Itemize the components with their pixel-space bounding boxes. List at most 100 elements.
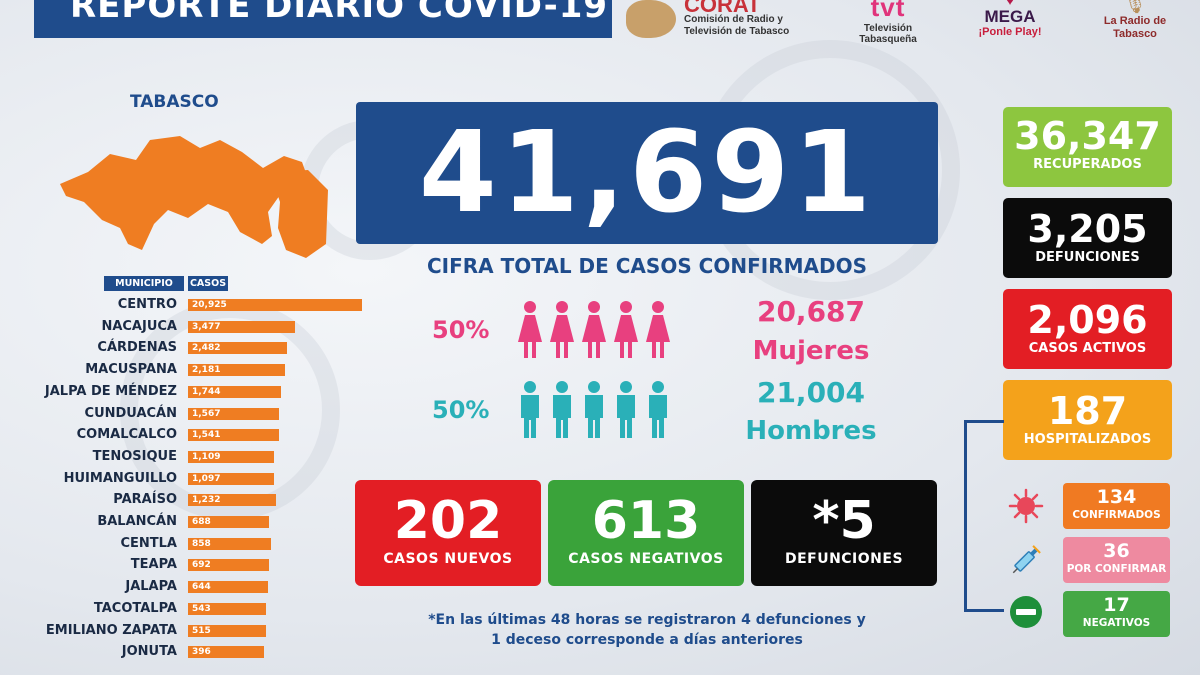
total-deaths-label: DEFUNCIONES: [1035, 250, 1140, 265]
municipality-cases-label: 1,541: [192, 430, 221, 441]
virus-icon: [1008, 488, 1044, 524]
municipality-bar: [188, 450, 275, 463]
municipality-name: COMALCALCO: [76, 427, 177, 443]
state-title: TABASCO: [130, 92, 219, 112]
microphone-icon: 🎙: [1123, 0, 1147, 14]
total-cases-value: 41,691: [356, 102, 938, 244]
hospitalized-box: 187 HOSPITALIZADOS: [1003, 380, 1172, 460]
women-icons: [518, 301, 670, 358]
municipality-name: TEAPA: [130, 557, 177, 573]
municipality-bar: [188, 581, 268, 594]
municipality-bar: [188, 624, 266, 637]
corat-emblem-icon: [626, 0, 676, 38]
municipality-bar: [188, 602, 267, 615]
municipality-cases-label: 396: [192, 647, 211, 658]
man-icon: [553, 381, 571, 438]
municipality-cases-label: 858: [192, 538, 211, 549]
men-icons: [521, 381, 667, 438]
active-cases-box: 2,096 CASOS ACTIVOS: [1003, 289, 1172, 369]
footnote-line-1: *En las últimas 48 horas se registraron …: [428, 612, 866, 628]
radio-logo: 🎙 La Radio de Tabasco: [1090, 0, 1180, 41]
hospital-confirmed-value: 134: [1096, 486, 1137, 508]
women-percent: 50%: [432, 316, 490, 344]
new-cases-value: 202: [393, 491, 503, 551]
daily-deaths-tile: *5 DEFUNCIONES: [751, 480, 937, 586]
hospital-confirmed-box: 134 CONFIRMADOS: [1063, 483, 1170, 529]
municipality-name: NACAJUCA: [101, 318, 177, 334]
total-deaths-box: 3,205 DEFUNCIONES: [1003, 198, 1172, 278]
recovered-label: RECUPERADOS: [1033, 157, 1142, 172]
women-label: Mujeres: [752, 336, 870, 366]
municipality-cases-label: 692: [192, 560, 211, 571]
municipality-cases-label: 1,232: [192, 495, 221, 506]
municipality-bar: [188, 407, 280, 420]
municipality-name: JALAPA: [125, 579, 177, 595]
municipality-name: JONUTA: [121, 644, 177, 660]
municipality-bar: [188, 494, 276, 507]
municipality-bar: [188, 646, 264, 659]
report-title: REPORTE DIARIO COVID-19: [34, 0, 612, 38]
municipality-name: TENOSIQUE: [92, 448, 177, 464]
municipality-bar: [188, 516, 269, 528]
man-icon: [521, 381, 539, 438]
men-label: Hombres: [745, 416, 877, 446]
cases-column-header: CASOS: [188, 276, 228, 291]
municipality-name: PARAÍSO: [113, 492, 177, 508]
municipality-name: HUIMANGUILLO: [63, 470, 177, 486]
municipality-name: CUNDUACÁN: [84, 405, 177, 421]
municipality-cases-label: 1,567: [192, 408, 221, 419]
municipality-bar: [188, 299, 362, 311]
minus-circle-icon: [1010, 596, 1042, 628]
municipality-cases-label: 2,181: [192, 365, 221, 376]
municipality-cases-label: 1,109: [192, 451, 221, 462]
municipality-name: BALANCÁN: [97, 514, 177, 529]
woman-icon: [646, 301, 670, 358]
corat-logo-subtitle: Comisión de Radio y Televisión de Tabasc…: [684, 14, 790, 37]
municipality-cases-label: 2,482: [192, 343, 221, 354]
footnote-line-2: 1 deceso corresponde a días anteriores: [491, 632, 803, 648]
hospital-negative-value: 17: [1103, 594, 1130, 616]
municipality-name: TACOTALPA: [93, 600, 177, 616]
municipality-bar: [188, 364, 285, 377]
daily-deaths-label: DEFUNCIONES: [784, 551, 904, 567]
men-percent: 50%: [432, 396, 490, 424]
municipality-cases-label: 644: [192, 582, 211, 593]
municipality-name: CÁRDENAS: [97, 340, 177, 356]
woman-icon: [614, 301, 638, 358]
women-count: 20,687: [756, 295, 866, 328]
municipality-name: EMILIANO ZAPATA: [45, 622, 177, 638]
radio-logo-name: La Radio de Tabasco: [1103, 15, 1167, 40]
municipality-bar: [188, 429, 279, 442]
municipality-bar: [188, 537, 272, 550]
man-icon: [617, 381, 635, 438]
recovered-box: 36,347 RECUPERADOS: [1003, 107, 1172, 187]
municipality-bar: [188, 559, 269, 572]
municipality-bar: [188, 385, 281, 398]
footnote: *En las últimas 48 horas se registraron …: [356, 610, 938, 650]
municipality-bar: [188, 320, 295, 333]
hospitalized-label: HOSPITALIZADOS: [1023, 432, 1152, 447]
total-deaths-value: 3,205: [1027, 207, 1148, 251]
new-cases-tile: 202 CASOS NUEVOS: [355, 480, 541, 586]
municipality-name: CENTLA: [120, 535, 177, 551]
negative-cases-label: CASOS NEGATIVOS: [568, 551, 724, 567]
mega-heart-icon: ♥: [1005, 0, 1015, 8]
tabasco-map: [60, 136, 328, 258]
active-cases-value: 2,096: [1027, 298, 1148, 342]
municipality-column-header: MUNICIPIO: [104, 276, 184, 291]
tvt-logo-mark: tvt: [870, 0, 906, 22]
municipality-cases-label: 688: [192, 517, 211, 527]
tvt-logo: tvt Televisión Tabasqueña: [848, 0, 928, 45]
hospital-negative-label: NEGATIVOS: [1082, 617, 1151, 629]
hospitalized-value: 187: [1047, 389, 1128, 433]
woman-icon: [582, 301, 606, 358]
hospitalized-bracket: [964, 420, 1004, 612]
hospital-confirmed-label: CONFIRMADOS: [1072, 509, 1161, 521]
negative-cases-tile: 613 CASOS NEGATIVOS: [548, 480, 744, 586]
new-cases-label: CASOS NUEVOS: [383, 551, 513, 567]
municipality-bar: [188, 342, 288, 355]
woman-icon: [550, 301, 574, 358]
mega-logo-slogan: ¡Ponle Play!: [978, 26, 1042, 38]
municipality-cases-label: 1,744: [192, 386, 221, 397]
map-shape: [60, 136, 328, 258]
